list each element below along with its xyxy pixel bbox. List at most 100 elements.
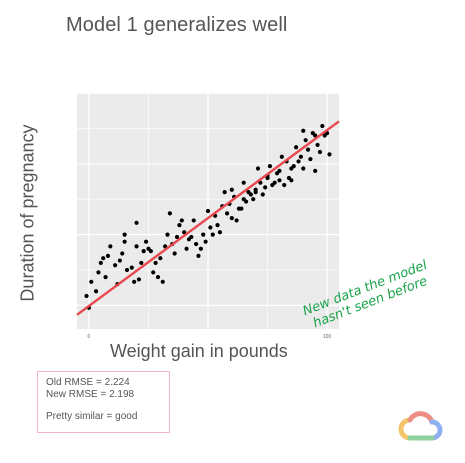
data-point bbox=[267, 164, 273, 169]
data-point bbox=[320, 123, 325, 129]
fit-line bbox=[76, 120, 340, 316]
data-point bbox=[251, 197, 256, 202]
data-point bbox=[167, 211, 172, 216]
data-point bbox=[120, 251, 125, 256]
data-point bbox=[89, 279, 94, 284]
data-point bbox=[196, 253, 201, 258]
data-point bbox=[201, 232, 206, 237]
data-point bbox=[101, 256, 106, 261]
data-point bbox=[184, 246, 189, 251]
data-point bbox=[234, 218, 239, 223]
data-point bbox=[253, 187, 258, 192]
data-point bbox=[172, 251, 177, 256]
data-point bbox=[248, 192, 253, 197]
data-point bbox=[229, 187, 234, 192]
data-point bbox=[134, 220, 139, 225]
data-point bbox=[143, 239, 149, 244]
data-point bbox=[129, 265, 134, 270]
data-point bbox=[84, 293, 89, 299]
data-point bbox=[224, 211, 230, 216]
data-point bbox=[122, 239, 127, 244]
data-point bbox=[263, 185, 268, 190]
data-point bbox=[241, 180, 246, 185]
data-point bbox=[93, 289, 99, 294]
data-point bbox=[163, 244, 168, 249]
data-point bbox=[229, 215, 234, 221]
data-point bbox=[205, 208, 211, 214]
data-point bbox=[289, 178, 294, 183]
data-point bbox=[141, 249, 146, 254]
data-point bbox=[277, 168, 282, 173]
data-point bbox=[174, 234, 180, 240]
old-rmse: Old RMSE = 2.224 bbox=[46, 377, 130, 388]
data-point bbox=[105, 253, 111, 258]
data-point bbox=[217, 230, 223, 235]
data-point bbox=[222, 190, 227, 195]
y-axis-label: Duration of pregnancy bbox=[17, 124, 38, 302]
data-point bbox=[315, 142, 320, 148]
new-rmse: New RMSE = 2.198 bbox=[46, 389, 135, 400]
data-point bbox=[260, 192, 265, 197]
data-point bbox=[279, 154, 284, 159]
data-point bbox=[134, 244, 139, 249]
data-point bbox=[179, 218, 184, 223]
data-point bbox=[210, 232, 215, 237]
data-point bbox=[301, 166, 306, 171]
data-point bbox=[124, 267, 130, 273]
data-point bbox=[265, 175, 270, 181]
data-point bbox=[239, 206, 244, 211]
data-point bbox=[298, 154, 303, 159]
data-point bbox=[136, 277, 142, 282]
data-point bbox=[117, 258, 122, 263]
data-point bbox=[208, 225, 213, 230]
data-point bbox=[103, 274, 108, 280]
data-point bbox=[313, 168, 318, 173]
data-point bbox=[282, 182, 287, 188]
data-point bbox=[98, 260, 103, 266]
data-point bbox=[272, 180, 277, 185]
data-point bbox=[296, 159, 301, 164]
data-point bbox=[108, 244, 113, 249]
x-tick-label: 100 bbox=[323, 334, 332, 340]
data-point bbox=[165, 232, 170, 237]
x-tick-labels: 0 100 bbox=[88, 334, 332, 340]
google-cloud-logo-icon bbox=[398, 411, 443, 441]
data-point bbox=[177, 223, 182, 228]
data-point bbox=[191, 218, 196, 223]
data-point bbox=[303, 138, 308, 143]
data-point bbox=[96, 270, 101, 275]
data-point bbox=[203, 239, 208, 244]
data-point bbox=[151, 270, 156, 275]
data-point bbox=[113, 263, 118, 268]
rmse-summary-box: Old RMSE = 2.224 New RMSE = 2.198 Pretty… bbox=[37, 371, 170, 433]
data-point bbox=[132, 279, 137, 284]
data-point bbox=[158, 256, 163, 261]
data-point bbox=[182, 230, 187, 235]
data-point bbox=[198, 246, 203, 251]
data-point bbox=[305, 147, 311, 152]
slide-title: Model 1 generalizes well bbox=[66, 14, 288, 36]
data-point bbox=[327, 152, 332, 157]
data-point bbox=[153, 260, 158, 266]
data-point bbox=[160, 279, 165, 284]
data-point bbox=[289, 166, 294, 171]
data-point bbox=[308, 156, 313, 162]
data-point bbox=[244, 199, 249, 204]
data-point bbox=[122, 232, 127, 237]
data-point bbox=[313, 133, 318, 138]
data-point bbox=[189, 234, 194, 240]
rmse-verdict: Pretty similar = good bbox=[46, 411, 138, 422]
scatter-chart: 0 100 bbox=[44, 89, 340, 363]
x-tick-label: 0 bbox=[88, 334, 91, 340]
x-axis-label: Weight gain in pounds bbox=[110, 341, 288, 361]
data-point bbox=[139, 260, 144, 266]
data-point bbox=[294, 145, 299, 150]
data-point bbox=[301, 128, 306, 133]
data-point bbox=[277, 178, 282, 183]
scatter-plot-svg: 0 100 bbox=[44, 89, 340, 363]
data-point bbox=[215, 223, 220, 228]
data-point bbox=[193, 241, 199, 247]
data-point bbox=[317, 149, 323, 155]
data-point bbox=[148, 249, 153, 254]
data-point bbox=[155, 274, 161, 280]
